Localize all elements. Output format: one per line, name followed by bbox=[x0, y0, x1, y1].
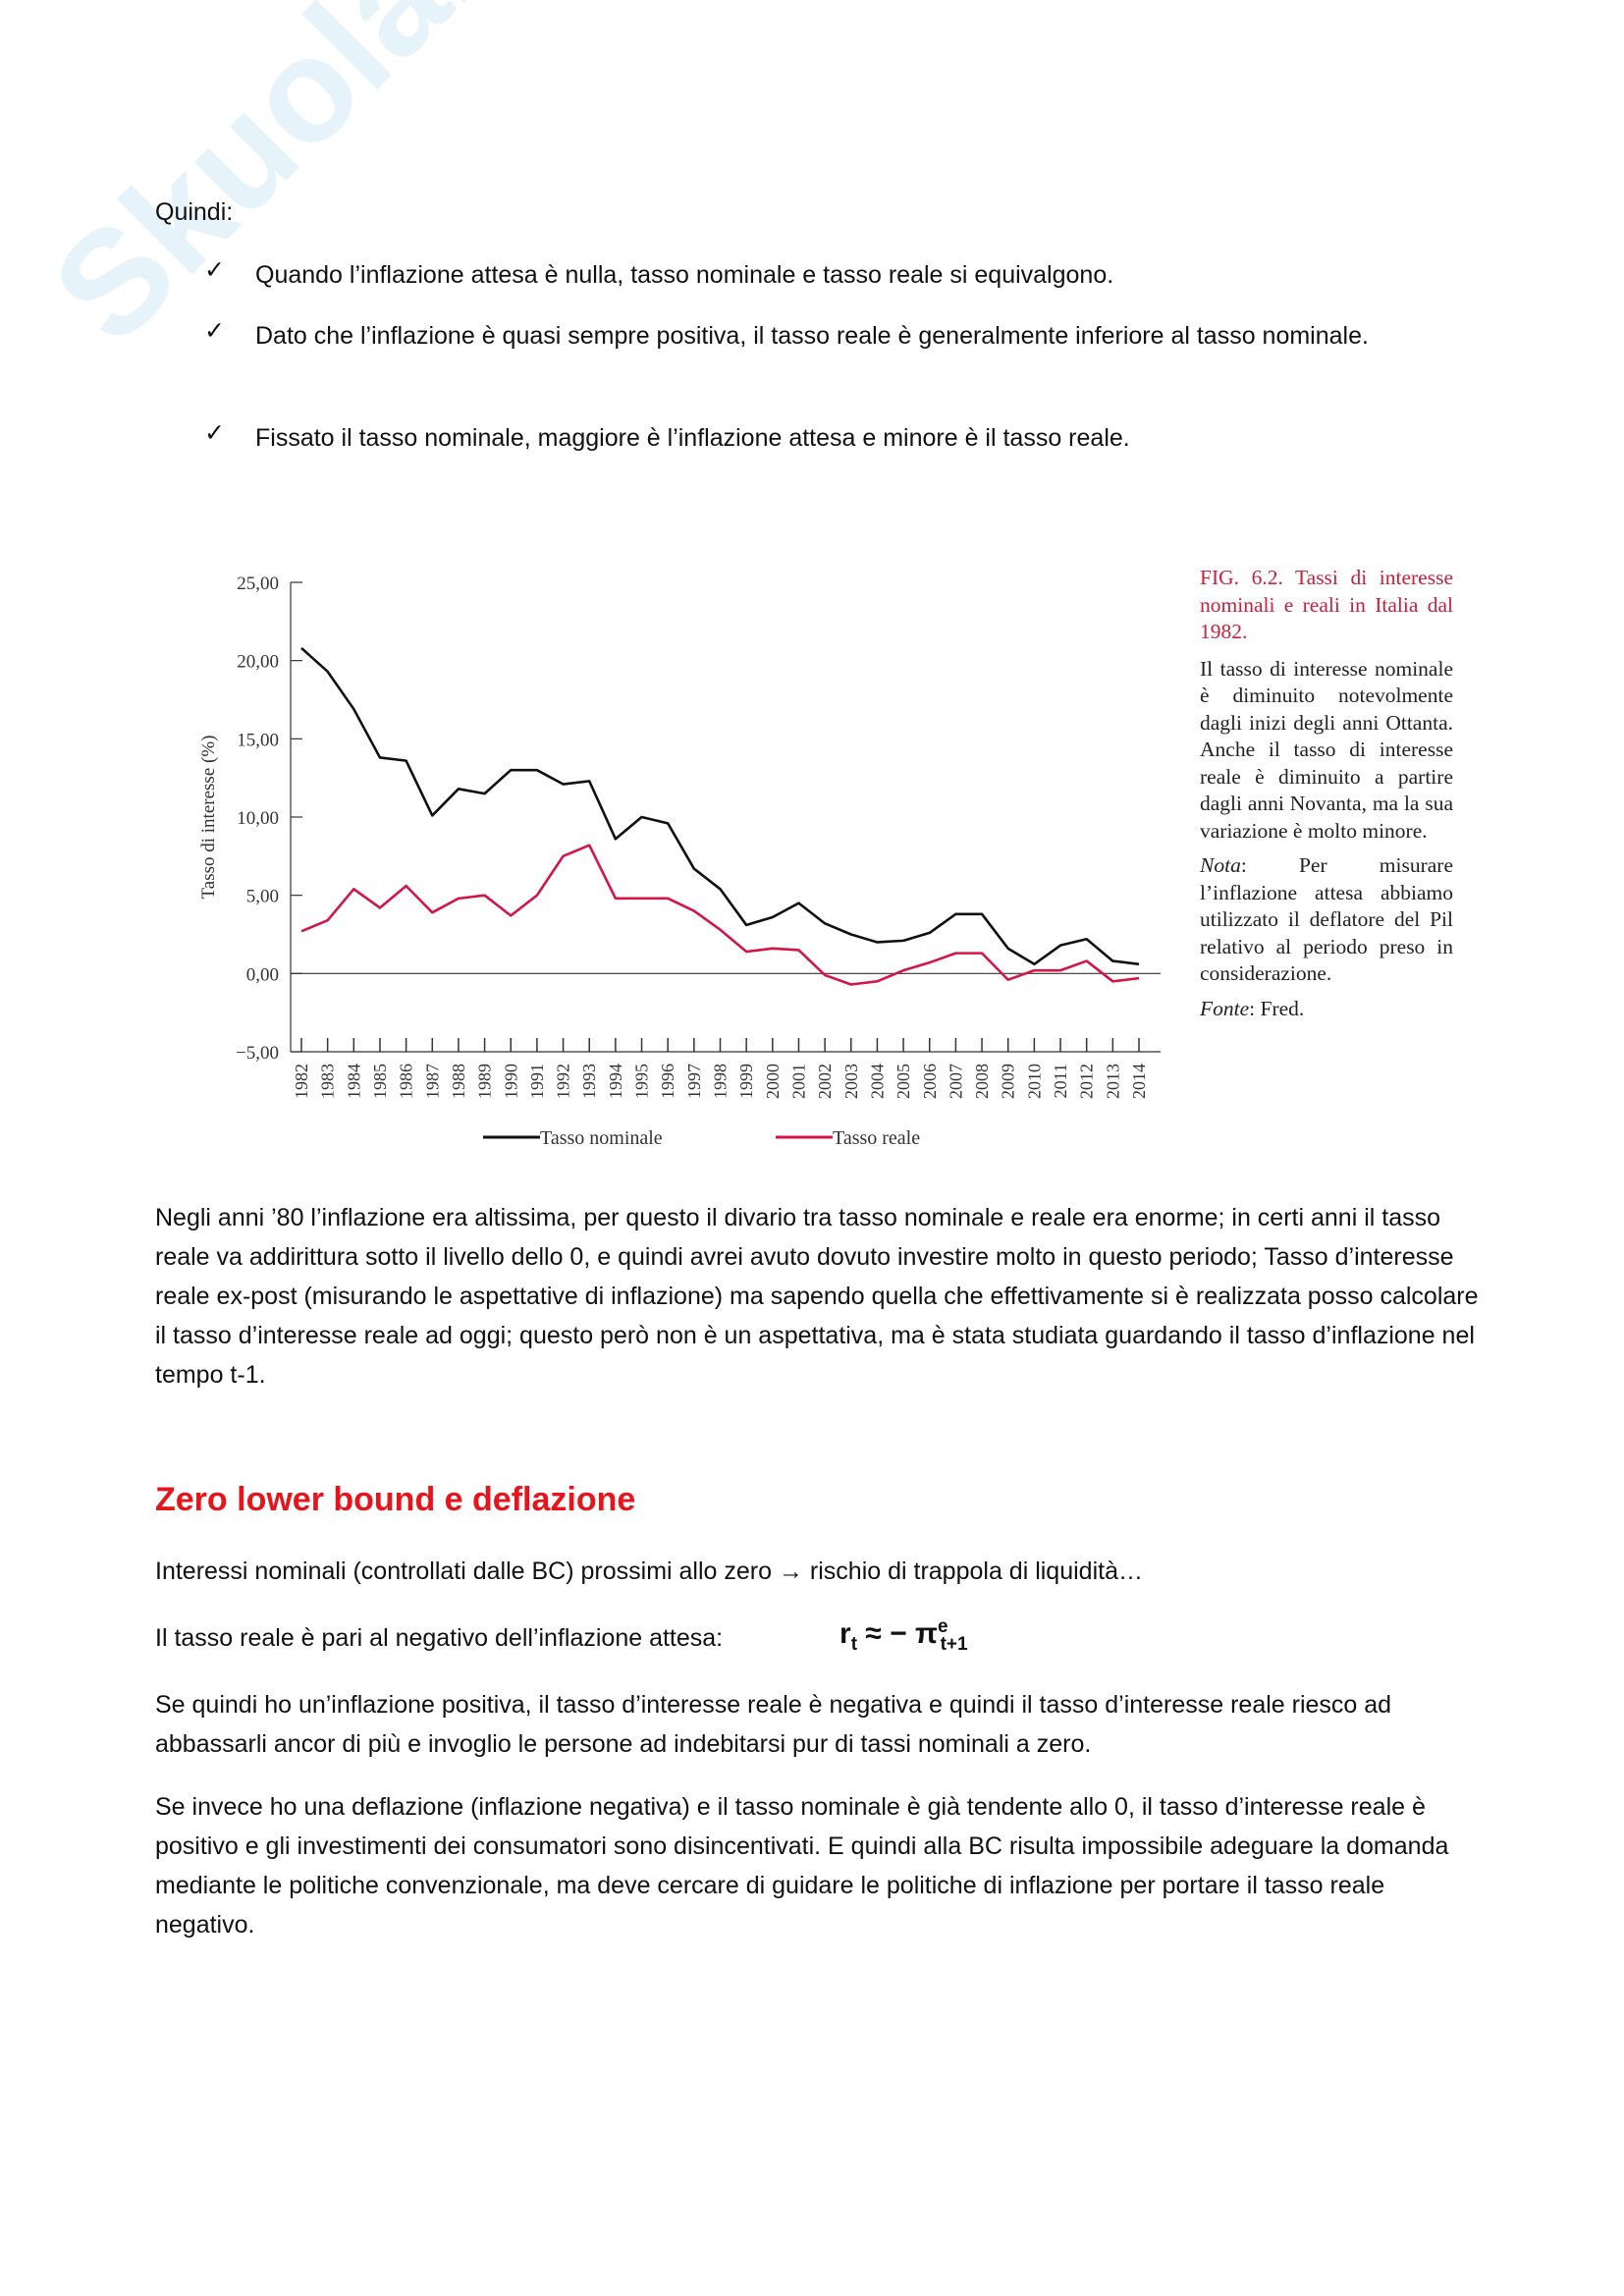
check-icon: ✓ bbox=[204, 256, 225, 284]
interest-rate-chart: −5,00 0,00 5,00 10,00 15,00 20,00 25,00 Tasso d… bbox=[198, 574, 1161, 1149]
x-tick-label: 2001 bbox=[788, 1064, 808, 1099]
caption-fonte: Fonte: Fred. bbox=[1200, 996, 1453, 1023]
x-tick-label: 2004 bbox=[867, 1064, 887, 1099]
y-tick-label: 0,00 bbox=[246, 964, 279, 985]
x-tick-label: 2005 bbox=[893, 1064, 913, 1099]
y-tick-label: 20,00 bbox=[237, 652, 279, 673]
paragraph-inflation-80s: Negli anni ’80 l’inflazione era altissim… bbox=[155, 1204, 1479, 1389]
x-tick-label: 2014 bbox=[1129, 1064, 1149, 1099]
x-tick-label: 1992 bbox=[554, 1064, 573, 1099]
formula-pi-sub: t+1 bbox=[940, 1634, 968, 1655]
x-tick-label: 1998 bbox=[711, 1064, 731, 1099]
x-tick-label: 2011 bbox=[1051, 1064, 1070, 1098]
x-tick-label: 1984 bbox=[344, 1064, 363, 1099]
formula-r: r bbox=[839, 1617, 851, 1650]
x-tick-label: 1985 bbox=[370, 1064, 390, 1099]
x-tick-label: 2006 bbox=[920, 1064, 940, 1099]
caption-body: Il tasso di interesse nominale è diminui… bbox=[1200, 656, 1453, 843]
bullet-text: Quando l’inflazione attesa è nulla, tass… bbox=[255, 261, 1114, 289]
legend-label: Tasso nominale bbox=[540, 1127, 663, 1149]
x-tick-label: 2003 bbox=[841, 1064, 861, 1099]
x-tick-label: 2010 bbox=[1024, 1064, 1044, 1099]
formula-pi-sup: e bbox=[937, 1616, 948, 1637]
intro-text: Quindi: bbox=[155, 198, 234, 226]
x-tick-label: 2009 bbox=[999, 1064, 1018, 1099]
zlb-line: Interessi nominali (controllati dalle BC… bbox=[155, 1558, 1143, 1585]
check-icon: ✓ bbox=[204, 419, 225, 447]
real-rate-formula: rt ≈ − πet+1 bbox=[839, 1616, 968, 1656]
nota-text: : Per misurare l’inflazione attesa abbia… bbox=[1200, 853, 1453, 985]
x-tick-label: 1996 bbox=[658, 1064, 677, 1099]
x-tick-label: 1997 bbox=[684, 1064, 704, 1099]
check-icon: ✓ bbox=[204, 317, 225, 345]
x-tick-label: 1987 bbox=[422, 1064, 442, 1099]
x-tick-label: 1995 bbox=[632, 1064, 652, 1099]
x-tick-label: 1994 bbox=[606, 1064, 625, 1099]
y-tick-label: 10,00 bbox=[237, 808, 279, 829]
x-tick-label: 2008 bbox=[972, 1064, 992, 1099]
series-line-real bbox=[300, 844, 1140, 986]
x-tick-label: 1991 bbox=[527, 1064, 547, 1099]
x-tick-label: 1986 bbox=[397, 1064, 416, 1099]
x-tick-label: 1983 bbox=[318, 1064, 338, 1099]
x-tick-label: 1999 bbox=[736, 1064, 756, 1099]
y-tick-label: 25,00 bbox=[237, 574, 279, 594]
fonte-text: : Fred. bbox=[1249, 996, 1305, 1020]
y-tick-label: 15,00 bbox=[237, 730, 279, 750]
bullet-text: Fissato il tasso nominale, maggiore è l’… bbox=[255, 424, 1130, 452]
x-tick-label: 1988 bbox=[449, 1064, 468, 1099]
caption-nota: Nota: Per misurare l’inflazione attesa a… bbox=[1200, 852, 1453, 988]
caption-title: FIG. 6.2. Tassi di interesse nominali e … bbox=[1200, 566, 1453, 643]
y-tick-label: −5,00 bbox=[236, 1043, 279, 1064]
figure-caption: FIG. 6.2. Tassi di interesse nominali e … bbox=[1200, 565, 1453, 1030]
paragraph-positive-inflation: Se quindi ho un’inflazione positiva, il … bbox=[155, 1691, 1392, 1758]
x-tick-label: 2002 bbox=[815, 1064, 835, 1099]
x-tick-label: 2000 bbox=[763, 1064, 783, 1099]
y-tick-label: 5,00 bbox=[246, 887, 279, 907]
paragraph-deflation: Se invece ho una deflazione (inflazione … bbox=[155, 1793, 1449, 1939]
section-heading: Zero lower bound e deflazione bbox=[155, 1481, 636, 1518]
formula-pi: π bbox=[915, 1617, 938, 1650]
y-axis-label: Tasso di interesse (%) bbox=[198, 736, 219, 900]
legend-label: Tasso reale bbox=[833, 1127, 920, 1149]
x-tick-label: 1989 bbox=[475, 1064, 495, 1099]
x-tick-label: 1993 bbox=[579, 1064, 599, 1099]
x-tick-label: 2007 bbox=[946, 1064, 965, 1099]
formula-intro: Il tasso reale è pari al negativo dell’i… bbox=[155, 1624, 724, 1652]
bullet-text: Dato che l’inflazione è quasi sempre pos… bbox=[255, 322, 1369, 350]
x-tick-label: 1990 bbox=[501, 1064, 520, 1099]
nota-label: Nota bbox=[1200, 853, 1241, 877]
formula-r-sub: t bbox=[850, 1634, 858, 1655]
x-tick-label: 2013 bbox=[1103, 1064, 1122, 1099]
series-line-nominal bbox=[300, 646, 1140, 966]
x-tick-label: 2012 bbox=[1077, 1064, 1097, 1099]
formula-op: ≈ − bbox=[857, 1617, 916, 1650]
fonte-label: Fonte bbox=[1200, 996, 1250, 1020]
x-tick-label: 1982 bbox=[292, 1064, 311, 1099]
